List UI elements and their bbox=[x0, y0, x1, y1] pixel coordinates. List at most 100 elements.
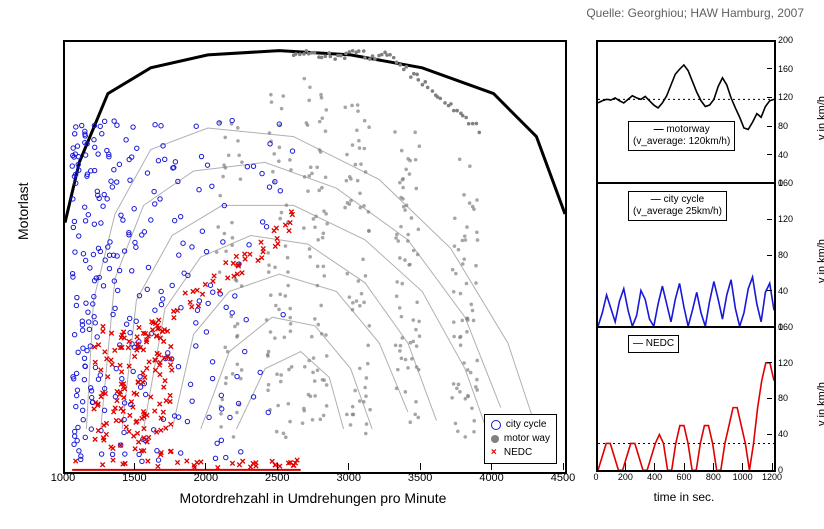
nedc-point bbox=[287, 229, 291, 233]
motorway-point bbox=[324, 55, 328, 59]
nedc-point bbox=[164, 426, 168, 430]
city-cycle-point bbox=[82, 377, 86, 381]
motorway-point bbox=[288, 158, 292, 162]
motorway-point bbox=[362, 400, 366, 404]
nedc-point bbox=[118, 443, 122, 447]
motorway-point bbox=[365, 422, 369, 426]
city-cycle-point bbox=[87, 327, 91, 331]
motorway-point bbox=[366, 344, 370, 348]
motorway-point bbox=[286, 284, 290, 288]
nedc-point bbox=[132, 434, 136, 438]
nedc-point bbox=[146, 459, 150, 463]
city-cycle-point bbox=[251, 164, 255, 168]
motorway-point bbox=[368, 408, 372, 412]
nedc-point bbox=[191, 289, 195, 293]
city-cycle-point bbox=[74, 404, 78, 408]
motorway-point bbox=[311, 418, 315, 422]
motorway-point bbox=[406, 233, 410, 237]
city-cycle-point bbox=[100, 132, 104, 136]
motorway-point bbox=[303, 365, 307, 369]
city-cycle-point bbox=[117, 162, 121, 166]
motorway-point bbox=[358, 191, 362, 195]
motorway-point bbox=[325, 404, 329, 408]
velocity-panel-motorway: — motorway(v_average: 120km/h) bbox=[596, 40, 776, 185]
motorway-point bbox=[344, 52, 348, 56]
city-cycle-point bbox=[92, 138, 96, 142]
city-cycle-point bbox=[75, 144, 79, 148]
motorway-point bbox=[414, 158, 418, 162]
city-cycle-point bbox=[210, 360, 214, 364]
motorway-point bbox=[230, 221, 234, 225]
motorway-point bbox=[394, 343, 398, 347]
motorway-point bbox=[307, 99, 311, 103]
nedc-point bbox=[118, 363, 122, 367]
motorway-point bbox=[472, 430, 476, 434]
tick-mark bbox=[767, 398, 772, 399]
motorway-point bbox=[416, 78, 420, 82]
motorway-point bbox=[363, 56, 367, 60]
motorway-point bbox=[438, 97, 442, 101]
city-cycle-point bbox=[112, 167, 116, 171]
city-cycle-point bbox=[83, 435, 87, 439]
city-cycle-point bbox=[93, 365, 97, 369]
motorway-point bbox=[357, 49, 361, 53]
right-xtick: 0 bbox=[593, 472, 598, 482]
tick-mark bbox=[63, 463, 64, 470]
motorway-point bbox=[343, 206, 347, 210]
motorway-point bbox=[308, 255, 312, 259]
nedc-point bbox=[159, 428, 163, 432]
nedc-point bbox=[234, 254, 238, 258]
nedc-point bbox=[203, 282, 207, 286]
motorway-point bbox=[401, 197, 405, 201]
city-cycle-point bbox=[83, 258, 87, 262]
motorway-point bbox=[362, 301, 366, 305]
tick-mark bbox=[772, 463, 773, 470]
nedc-point bbox=[256, 258, 260, 262]
legend-marker: × bbox=[491, 449, 499, 457]
city-cycle-point bbox=[197, 187, 201, 191]
nedc-point bbox=[283, 223, 287, 227]
city-cycle-point bbox=[159, 124, 163, 128]
nedc-point bbox=[175, 460, 179, 464]
nedc-point bbox=[190, 305, 194, 309]
city-cycle-point bbox=[239, 450, 243, 454]
motorway-point bbox=[417, 320, 421, 324]
city-cycle-point bbox=[80, 400, 84, 404]
motorway-point bbox=[365, 376, 369, 380]
motorway-point bbox=[465, 282, 469, 286]
city-cycle-point bbox=[102, 119, 106, 123]
motorway-point bbox=[417, 368, 421, 372]
city-cycle-point bbox=[145, 287, 149, 291]
city-cycle-point bbox=[224, 455, 228, 459]
motorway-point bbox=[324, 333, 328, 337]
motorway-point bbox=[307, 359, 311, 363]
motorway-point bbox=[468, 201, 472, 205]
city-cycle-point bbox=[159, 302, 163, 306]
right-ylabel: v in km/h bbox=[816, 382, 824, 426]
city-cycle-point bbox=[102, 192, 106, 196]
motorway-point bbox=[351, 301, 355, 305]
city-cycle-point bbox=[80, 408, 84, 412]
tick-mark bbox=[767, 290, 772, 291]
motorway-point bbox=[302, 77, 306, 81]
velocity-panel-nedc: — NEDC bbox=[596, 327, 776, 472]
motorway-point bbox=[302, 52, 306, 56]
motorway-point bbox=[303, 175, 307, 179]
nedc-point bbox=[196, 304, 200, 308]
motorway-point bbox=[226, 350, 230, 354]
nedc-point bbox=[169, 344, 173, 348]
tick-mark bbox=[767, 40, 772, 41]
motorway-point bbox=[368, 57, 372, 61]
city-cycle-point bbox=[228, 415, 232, 419]
motorway-point bbox=[413, 413, 417, 417]
nedc-point bbox=[124, 425, 128, 429]
main-legend: city cyclemotor way×NEDC bbox=[484, 414, 557, 464]
right-xlabel: time in sec. bbox=[596, 490, 772, 504]
motorway-point bbox=[475, 378, 479, 382]
nedc-point bbox=[115, 398, 119, 402]
city-cycle-point bbox=[109, 179, 113, 183]
motorway-point bbox=[289, 168, 293, 172]
motorway-point bbox=[343, 105, 347, 109]
motorway-point bbox=[367, 324, 371, 328]
city-cycle-point bbox=[110, 452, 114, 456]
